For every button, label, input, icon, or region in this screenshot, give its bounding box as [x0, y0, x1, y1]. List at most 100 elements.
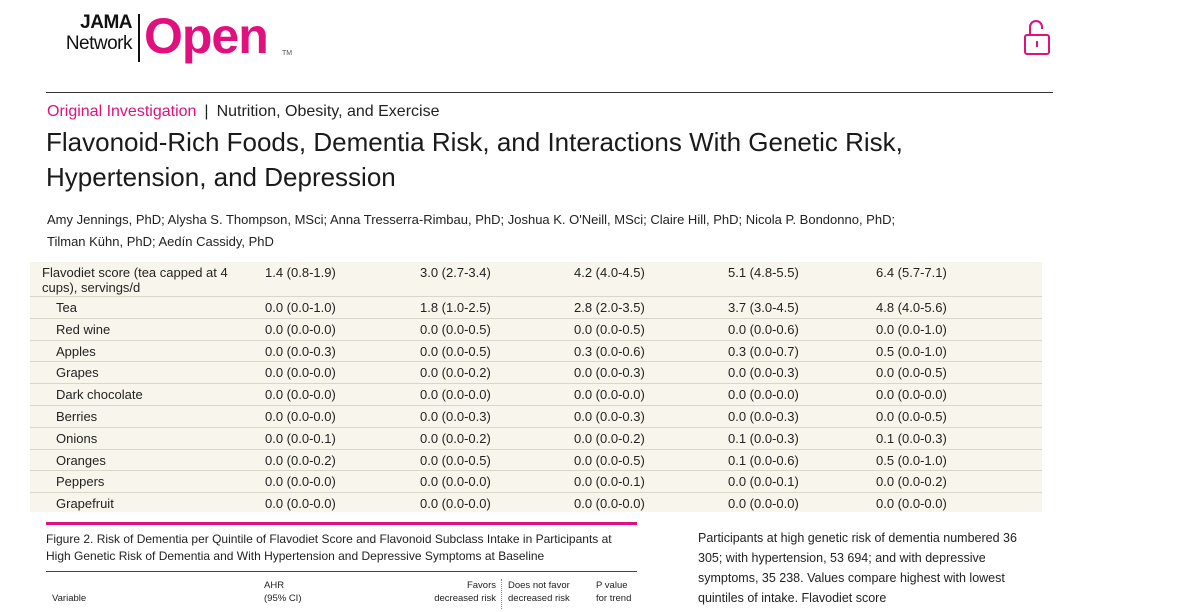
quintile-4-value: 0.0 (0.0-0.3): [728, 365, 799, 381]
quintile-4-value: 0.3 (0.0-0.7): [728, 343, 799, 359]
article-kicker: Original Investigation | Nutrition, Obesit…: [47, 102, 439, 122]
row-label: Flavodiet score (tea capped at 4 cups), …: [42, 265, 228, 295]
quintile-4-value: 0.0 (0.0-0.0): [728, 496, 799, 512]
header-ahr-line: AHR: [264, 580, 285, 591]
table-row: Grapes 0.0 (0.0-0.0) 0.0 (0.0-0.2) 0.0 (0.0…: [30, 362, 1042, 385]
quintile-5-value: 6.4 (5.7-7.1): [876, 265, 947, 280]
header-favors-line: decreased risk: [434, 593, 496, 604]
quintile-1-value: 1.4 (0.8-1.9): [265, 265, 336, 280]
quintile-4-value: 5.1 (4.8-5.5): [728, 265, 799, 280]
quintile-1-value: 0.0 (0.0-0.1): [265, 430, 336, 446]
quintile-4-value: 0.1 (0.0-0.3): [728, 430, 799, 446]
header-p-line: for trend: [596, 593, 632, 604]
header-ahr: AHR (95% CI): [264, 579, 301, 605]
article-category[interactable]: Original Investigation: [47, 103, 197, 120]
quintile-1-value: 0.0 (0.0-0.0): [265, 409, 336, 424]
quintile-2-value: 0.0 (0.0-0.5): [420, 452, 491, 468]
quintile-3-value: 0.0 (0.0-0.5): [574, 321, 645, 337]
quintile-5-value: 0.5 (0.0-1.0): [876, 343, 947, 359]
quintile-4-value: 0.1 (0.0-0.6): [728, 452, 799, 468]
quintile-5-value: 0.1 (0.0-0.3): [876, 430, 947, 446]
quintile-2-value: 0.0 (0.0-0.0): [420, 496, 491, 512]
quintile-3-value: 4.2 (4.0-4.5): [574, 265, 645, 280]
quintile-5-value: 0.0 (0.0-0.2): [876, 474, 947, 490]
quintile-2-value: 3.0 (2.7-3.4): [420, 265, 491, 280]
quintile-3-value: 0.0 (0.0-0.3): [574, 409, 645, 424]
header-ahr-line: (95% CI): [264, 593, 302, 604]
quintile-1-value: 0.0 (0.0-0.0): [265, 321, 336, 337]
quintile-2-value: 0.0 (0.0-0.5): [420, 321, 491, 337]
null-line: [501, 579, 502, 609]
author-list: Amy Jennings, PhD; Alysha S. Thompson, M…: [47, 209, 1007, 253]
header-p-value: P value for trend: [596, 579, 631, 605]
quintile-3-value: 0.3 (0.0-0.6): [574, 343, 645, 359]
kicker-separator: |: [204, 103, 209, 120]
quintile-2-value: 0.0 (0.0-0.5): [420, 343, 491, 359]
table-row: Dark chocolate 0.0 (0.0-0.0) 0.0 (0.0-0.0)…: [30, 384, 1042, 406]
table-row: Tea 0.0 (0.0-1.0) 1.8 (1.0-2.5) 2.8 (2.0-3.…: [30, 297, 1042, 319]
table-row: Oranges 0.0 (0.0-0.2) 0.0 (0.0-0.5) 0.0 (0.…: [30, 450, 1042, 472]
header-favors-line: Favors: [466, 580, 496, 591]
quintile-2-value: 0.0 (0.0-0.0): [420, 387, 491, 403]
logo-divider: [138, 14, 140, 62]
quintile-4-value: 0.0 (0.0-0.1): [728, 474, 799, 490]
quintile-3-value: 0.0 (0.0-0.1): [574, 474, 645, 490]
quintile-5-value: 0.5 (0.0-1.0): [876, 452, 947, 468]
row-label: Apples: [56, 343, 96, 359]
quintile-3-value: 0.0 (0.0-0.5): [574, 452, 645, 468]
row-label: Red wine: [56, 321, 111, 337]
food-intake-table: Flavodiet score (tea capped at 4 cups), …: [30, 262, 1042, 512]
quintile-1-value: 0.0 (0.0-1.0): [265, 300, 336, 315]
article-title: Flavonoid-Rich Foods, Dementia Risk, and…: [46, 127, 903, 192]
quintile-2-value: 0.0 (0.0-0.0): [420, 474, 491, 490]
logo-jama-network: JAMA Network: [46, 12, 133, 54]
quintile-1-value: 0.0 (0.0-0.3): [265, 343, 336, 359]
header-does-not-favor: Does not favor decreased risk: [508, 579, 570, 605]
row-label: Tea: [56, 300, 77, 315]
header-not-favor-line: decreased risk: [508, 593, 570, 604]
quintile-1-value: 0.0 (0.0-0.0): [265, 365, 336, 381]
quintile-5-value: 0.0 (0.0-0.5): [876, 365, 947, 381]
table-row: Red wine 0.0 (0.0-0.0) 0.0 (0.0-0.5) 0.0 (0…: [30, 319, 1042, 341]
quintile-2-value: 0.0 (0.0-0.2): [420, 430, 491, 446]
article-section[interactable]: Nutrition, Obesity, and Exercise: [216, 103, 440, 120]
quintile-3-value: 0.0 (0.0-0.0): [574, 496, 645, 512]
quintile-5-value: 0.0 (0.0-0.0): [876, 387, 947, 403]
unlocked-padlock-icon[interactable]: [1022, 18, 1052, 58]
logo-jama: JAMA: [80, 12, 132, 33]
header-favors: Favors decreased risk: [416, 579, 496, 605]
header-not-favor-line: Does not favor: [508, 580, 570, 591]
header-p-line: P value: [596, 580, 628, 591]
authors-line: Tilman Kühn, PhD; Aedín Cassidy, PhD: [47, 234, 274, 249]
row-label: Onions: [56, 430, 98, 446]
row-label: Grapefruit: [56, 496, 114, 512]
quintile-1-value: 0.0 (0.0-0.0): [265, 496, 336, 512]
quintile-2-value: 1.8 (1.0-2.5): [420, 300, 491, 315]
quintile-5-value: 0.0 (0.0-1.0): [876, 321, 947, 337]
figure-2: Figure 2. Risk of Dementia per Quintile …: [46, 522, 637, 612]
table-row: Flavodiet score (tea capped at 4 cups), …: [30, 264, 1042, 297]
figure-legend-text: Participants at high genetic risk of dem…: [698, 531, 1017, 605]
header-rule: [46, 92, 1053, 93]
header-variable: Variable: [52, 593, 87, 604]
table-row: Onions 0.0 (0.0-0.1) 0.0 (0.0-0.2) 0.0 (0.0…: [30, 428, 1042, 450]
quintile-4-value: 3.7 (3.0-4.5): [728, 300, 799, 315]
quintile-3-value: 0.0 (0.0-0.2): [574, 430, 645, 446]
quintile-4-value: 0.0 (0.0-0.0): [728, 387, 799, 403]
logo-trademark: TM: [282, 50, 293, 57]
table-row: Berries 0.0 (0.0-0.0) 0.0 (0.0-0.3) 0.0 (0.…: [30, 406, 1042, 428]
quintile-2-value: 0.0 (0.0-0.2): [420, 365, 491, 381]
quintile-2-value: 0.0 (0.0-0.3): [420, 409, 491, 424]
figure-rule: [46, 571, 637, 572]
figure-accent-bar: [46, 522, 637, 525]
row-label: Grapes: [56, 365, 99, 381]
quintile-1-value: 0.0 (0.0-0.2): [265, 452, 336, 468]
authors-line: Amy Jennings, PhD; Alysha S. Thompson, M…: [47, 212, 896, 227]
table-row: Grapefruit 0.0 (0.0-0.0) 0.0 (0.0-0.0) 0.0 …: [30, 493, 1042, 514]
logo-open: Open: [144, 8, 269, 64]
quintile-3-value: 0.0 (0.0-0.3): [574, 365, 645, 381]
row-label: Berries: [56, 409, 98, 424]
figure-caption: Figure 2. Risk of Dementia per Quintile …: [46, 532, 612, 563]
quintile-1-value: 0.0 (0.0-0.0): [265, 387, 336, 403]
quintile-4-value: 0.0 (0.0-0.3): [728, 409, 799, 424]
